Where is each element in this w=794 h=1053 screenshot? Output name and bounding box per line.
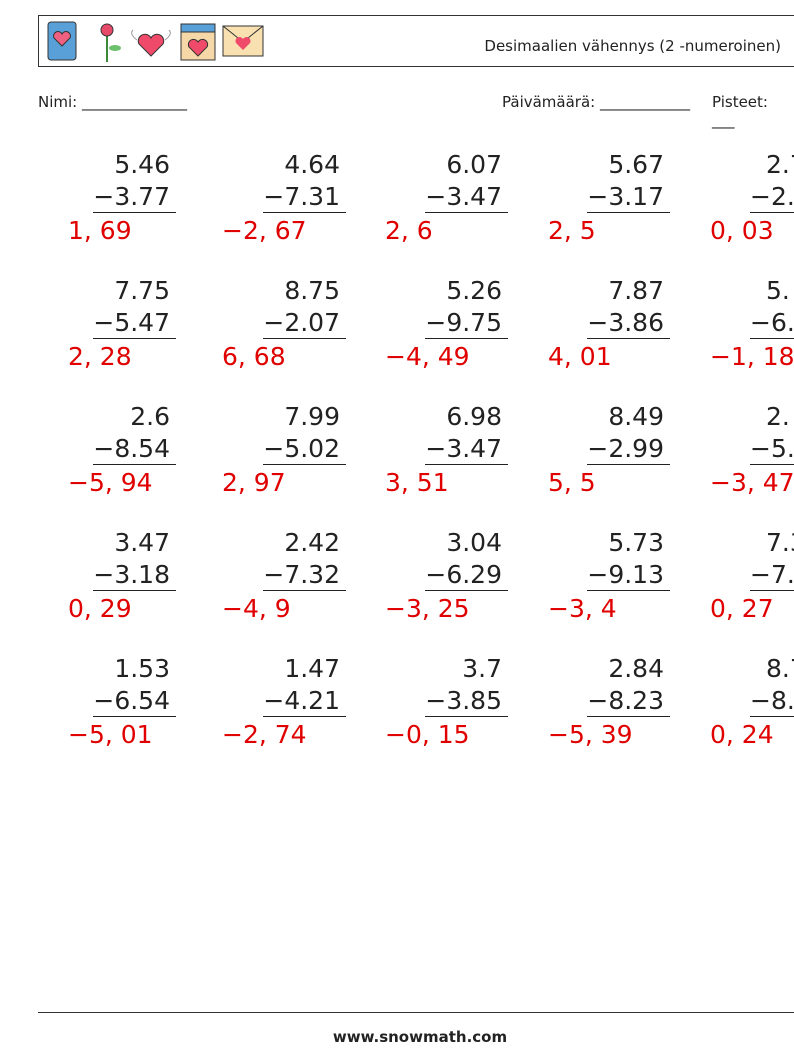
footer-line bbox=[38, 1012, 794, 1013]
answer: −2, 67 bbox=[222, 216, 307, 245]
header: Desimaalien vähennys (2 -numeroinen) bbox=[38, 15, 794, 67]
answer: 0, 29 bbox=[68, 594, 132, 623]
answer: 4, 01 bbox=[548, 342, 612, 371]
subtrahend: −9.75 bbox=[425, 308, 508, 339]
subtrahend: −3.47 bbox=[425, 182, 508, 213]
minuend: 7.75 bbox=[114, 276, 170, 305]
subtrahend: −6.29 bbox=[425, 560, 508, 591]
answer: −1, 18 bbox=[710, 342, 794, 371]
icons bbox=[47, 21, 264, 62]
subtrahend: −2.7 bbox=[750, 182, 794, 213]
minuend: 2.7 bbox=[766, 150, 794, 179]
minuend: 2.42 bbox=[284, 528, 340, 557]
subtrahend: −7.0 bbox=[750, 560, 794, 591]
subtrahend: −2.07 bbox=[263, 308, 346, 339]
footer: www.snowmath.com bbox=[332, 1028, 508, 1046]
subtrahend: −3.17 bbox=[587, 182, 670, 213]
minuend: 8.7 bbox=[766, 654, 794, 683]
subtrahend: −8.54 bbox=[93, 434, 176, 465]
date-field: Päivämäärä: ____________ bbox=[502, 93, 690, 111]
minuend: 7.3 bbox=[766, 528, 794, 557]
minuend: 2. bbox=[766, 402, 790, 431]
answer: 0, 03 bbox=[710, 216, 774, 245]
answer: 2, 6 bbox=[385, 216, 433, 245]
subtrahend: −6. bbox=[750, 308, 794, 339]
subtrahend: −7.32 bbox=[263, 560, 346, 591]
minuend: 5.46 bbox=[114, 150, 170, 179]
minuend: 6.07 bbox=[446, 150, 502, 179]
subtrahend: −3.77 bbox=[93, 182, 176, 213]
answer: −3, 25 bbox=[385, 594, 470, 623]
answer: −4, 49 bbox=[385, 342, 470, 371]
subtrahend: −5.02 bbox=[263, 434, 346, 465]
minuend: 5.73 bbox=[608, 528, 664, 557]
answer: 1, 69 bbox=[68, 216, 132, 245]
answer: 5, 5 bbox=[548, 468, 596, 497]
subtrahend: −3.18 bbox=[93, 560, 176, 591]
answer: 6, 68 bbox=[222, 342, 286, 371]
minuend: 7.99 bbox=[284, 402, 340, 431]
minuend: 6.98 bbox=[446, 402, 502, 431]
answer: 2, 5 bbox=[548, 216, 596, 245]
subtrahend: −5. bbox=[750, 434, 794, 465]
subtrahend: −3.86 bbox=[587, 308, 670, 339]
answer: −5, 94 bbox=[68, 468, 153, 497]
title: Desimaalien vähennys (2 -numeroinen) bbox=[484, 37, 781, 55]
answer: 0, 24 bbox=[710, 720, 774, 749]
subtrahend: −8.5 bbox=[750, 686, 794, 717]
subtrahend: −6.54 bbox=[93, 686, 176, 717]
subtrahend: −9.13 bbox=[587, 560, 670, 591]
minuend: 8.49 bbox=[608, 402, 664, 431]
minuend: 5.26 bbox=[446, 276, 502, 305]
answer: −5, 39 bbox=[548, 720, 633, 749]
answer: 2, 28 bbox=[68, 342, 132, 371]
minuend: 2.6 bbox=[130, 402, 170, 431]
score-field: Pisteet: ___ bbox=[712, 93, 768, 129]
minuend: 7.87 bbox=[608, 276, 664, 305]
subtrahend: −3.47 bbox=[425, 434, 508, 465]
answer: −0, 15 bbox=[385, 720, 470, 749]
subtrahend: −3.85 bbox=[425, 686, 508, 717]
answer: −2, 74 bbox=[222, 720, 307, 749]
minuend: 5. bbox=[766, 276, 790, 305]
minuend: 3.7 bbox=[462, 654, 502, 683]
answer: −3, 4 bbox=[548, 594, 617, 623]
minuend: 8.75 bbox=[284, 276, 340, 305]
minuend: 4.64 bbox=[284, 150, 340, 179]
answer: 0, 27 bbox=[710, 594, 774, 623]
subtrahend: −5.47 bbox=[93, 308, 176, 339]
minuend: 1.47 bbox=[284, 654, 340, 683]
subtrahend: −7.31 bbox=[263, 182, 346, 213]
name-field: Nimi: ______________ bbox=[38, 93, 187, 111]
minuend: 2.84 bbox=[608, 654, 664, 683]
minuend: 1.53 bbox=[114, 654, 170, 683]
minuend: 5.67 bbox=[608, 150, 664, 179]
answer: 3, 51 bbox=[385, 468, 449, 497]
subtrahend: −2.99 bbox=[587, 434, 670, 465]
minuend: 3.04 bbox=[446, 528, 502, 557]
answer: −5, 01 bbox=[68, 720, 153, 749]
answer: −3, 47 bbox=[710, 468, 794, 497]
subtrahend: −8.23 bbox=[587, 686, 670, 717]
answer: −4, 9 bbox=[222, 594, 291, 623]
answer: 2, 97 bbox=[222, 468, 286, 497]
minuend: 3.47 bbox=[114, 528, 170, 557]
subtrahend: −4.21 bbox=[263, 686, 346, 717]
